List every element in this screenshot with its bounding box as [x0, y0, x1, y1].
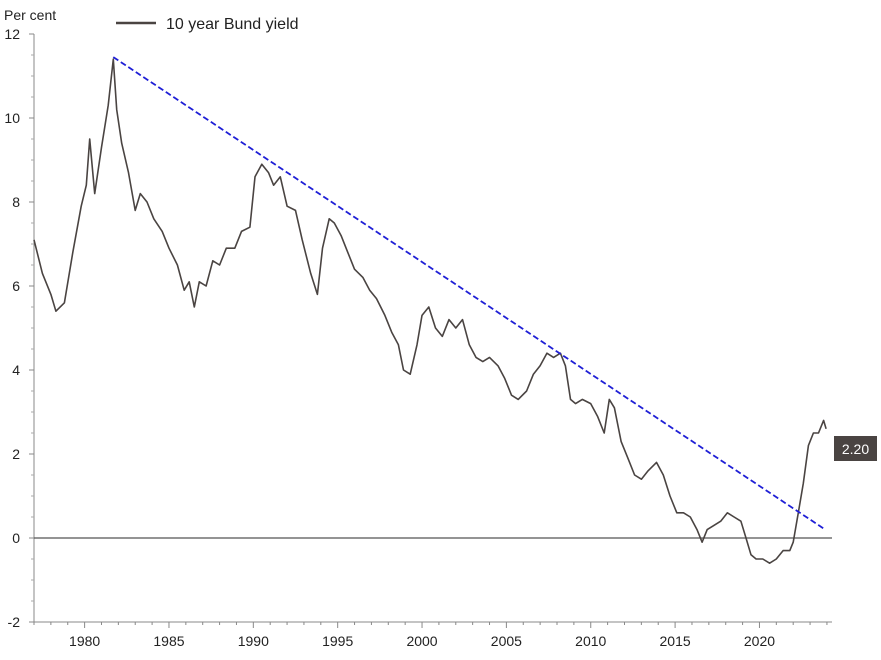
- y-axis-unit-label: Per cent: [4, 7, 56, 23]
- last-value-badge-box: [834, 436, 877, 461]
- x-tick-label: 1980: [69, 633, 100, 649]
- x-tick-label: 2000: [406, 633, 437, 649]
- y-tick-label: 8: [12, 194, 20, 210]
- x-tick-label: 2010: [575, 633, 606, 649]
- legend-label: 10 year Bund yield: [166, 16, 299, 33]
- trend-line: [112, 56, 826, 531]
- y-tick-label: 10: [4, 110, 20, 126]
- x-tick-label: 2015: [660, 633, 691, 649]
- last-value-badge: 2.20: [834, 436, 877, 461]
- last-value-label: 2.20: [842, 441, 869, 457]
- y-tick-label: 12: [4, 26, 20, 42]
- series-line-bund-yield: [33, 58, 827, 564]
- y-tick-label: 2: [12, 446, 20, 462]
- y-ticks: -2 0 2 4 6 8 10 12: [4, 26, 34, 630]
- x-ticks: 1980 1985 1990 1995 2000 2005 2010 2015 2020: [33, 622, 828, 649]
- y-tick-label: 4: [12, 362, 20, 378]
- x-axis: 1980 1985 1990 1995 2000 2005 2010 2015 2020: [33, 621, 832, 649]
- y-axis: -2 0 2 4 6 8 10 12: [4, 26, 35, 630]
- legend: 10 year Bund yield: [116, 16, 299, 33]
- x-tick-label: 1990: [238, 633, 269, 649]
- x-tick-label: 1985: [153, 633, 184, 649]
- y-tick-label: 0: [12, 530, 20, 546]
- x-tick-label: 2005: [491, 633, 522, 649]
- x-tick-label: 1995: [322, 633, 353, 649]
- x-tick-label: 2020: [744, 633, 775, 649]
- y-tick-label: 6: [12, 278, 20, 294]
- y-tick-label: -2: [8, 614, 21, 630]
